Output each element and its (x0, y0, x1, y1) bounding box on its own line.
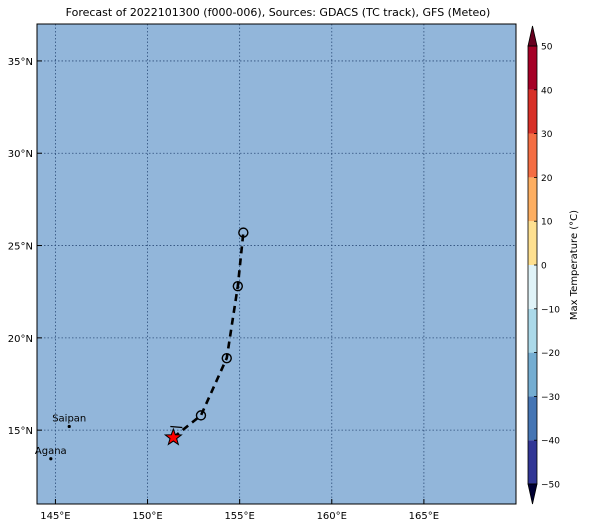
colorbar-tick-label: 30 (541, 130, 553, 140)
place-dot (67, 424, 71, 429)
ocean-background (37, 24, 516, 504)
lon-tick-label: 160°E (317, 511, 347, 522)
track-line (172, 232, 245, 439)
lat-tick-label: 20°N (8, 334, 33, 345)
lon-tick-label: 145°E (40, 511, 70, 522)
colorbar-tick-label: −40 (541, 437, 560, 447)
colorbar-tick-label: −30 (541, 393, 560, 403)
colorbar-segment (528, 177, 537, 222)
track-point (195, 410, 207, 421)
lat-tick-label: 35°N (8, 57, 33, 68)
storm-track (163, 227, 249, 446)
place-label: Saipan (52, 413, 86, 424)
colorbar: 50 40 30 20 10 0 −10 −20 −30 −40 −50 (527, 25, 560, 505)
place-labels: Saipan Agana (35, 413, 86, 461)
colorbar-tick-label: 20 (541, 174, 553, 184)
colorbar-segment (528, 352, 537, 397)
track-point (232, 280, 244, 292)
lon-tick-label: 150°E (132, 511, 162, 522)
colorbar-segment (528, 46, 537, 90)
colorbar-segment (528, 396, 537, 441)
map-title: Forecast of 2022101300 (f000-006), Sourc… (65, 6, 491, 19)
track-point (238, 227, 249, 238)
colorbar-tick-label: 40 (541, 86, 553, 96)
colorbar-segment (528, 89, 537, 134)
colorbar-tick-label: 50 (541, 43, 553, 53)
colorbar-tick-label: 10 (541, 218, 553, 228)
colorbar-under-arrow (527, 483, 538, 505)
current-position-star (163, 427, 183, 446)
colorbar-segment (528, 440, 537, 484)
lat-tick-label: 30°N (8, 149, 33, 160)
colorbar-over-arrow (527, 25, 538, 47)
latitude-ticks: 15°N 20°N 25°N 30°N 35°N (8, 57, 42, 437)
colorbar-tick-label: −50 (541, 481, 560, 491)
colorbar-tick-label: 0 (541, 262, 547, 272)
graticule (37, 24, 516, 504)
longitude-ticks: 145°E 150°E 155°E 160°E 165°E (40, 499, 439, 522)
colorbar-tick-label: −20 (541, 349, 560, 359)
colorbar-segment (528, 308, 537, 353)
wind-barb (170, 425, 183, 429)
track-point (221, 352, 232, 364)
colorbar-segment (528, 221, 537, 265)
place-dot (49, 457, 53, 461)
colorbar-segment (528, 265, 537, 309)
colorbar-label: Max Temperature (°C) (569, 210, 580, 320)
colorbar-tick-label: −10 (541, 305, 560, 315)
lon-tick-label: 165°E (409, 511, 439, 522)
lat-tick-label: 15°N (8, 426, 33, 437)
lon-tick-label: 155°E (224, 511, 254, 522)
place-label: Agana (35, 446, 67, 457)
map-frame (36, 23, 517, 505)
colorbar-segment (528, 133, 537, 178)
lat-tick-label: 25°N (8, 242, 33, 253)
